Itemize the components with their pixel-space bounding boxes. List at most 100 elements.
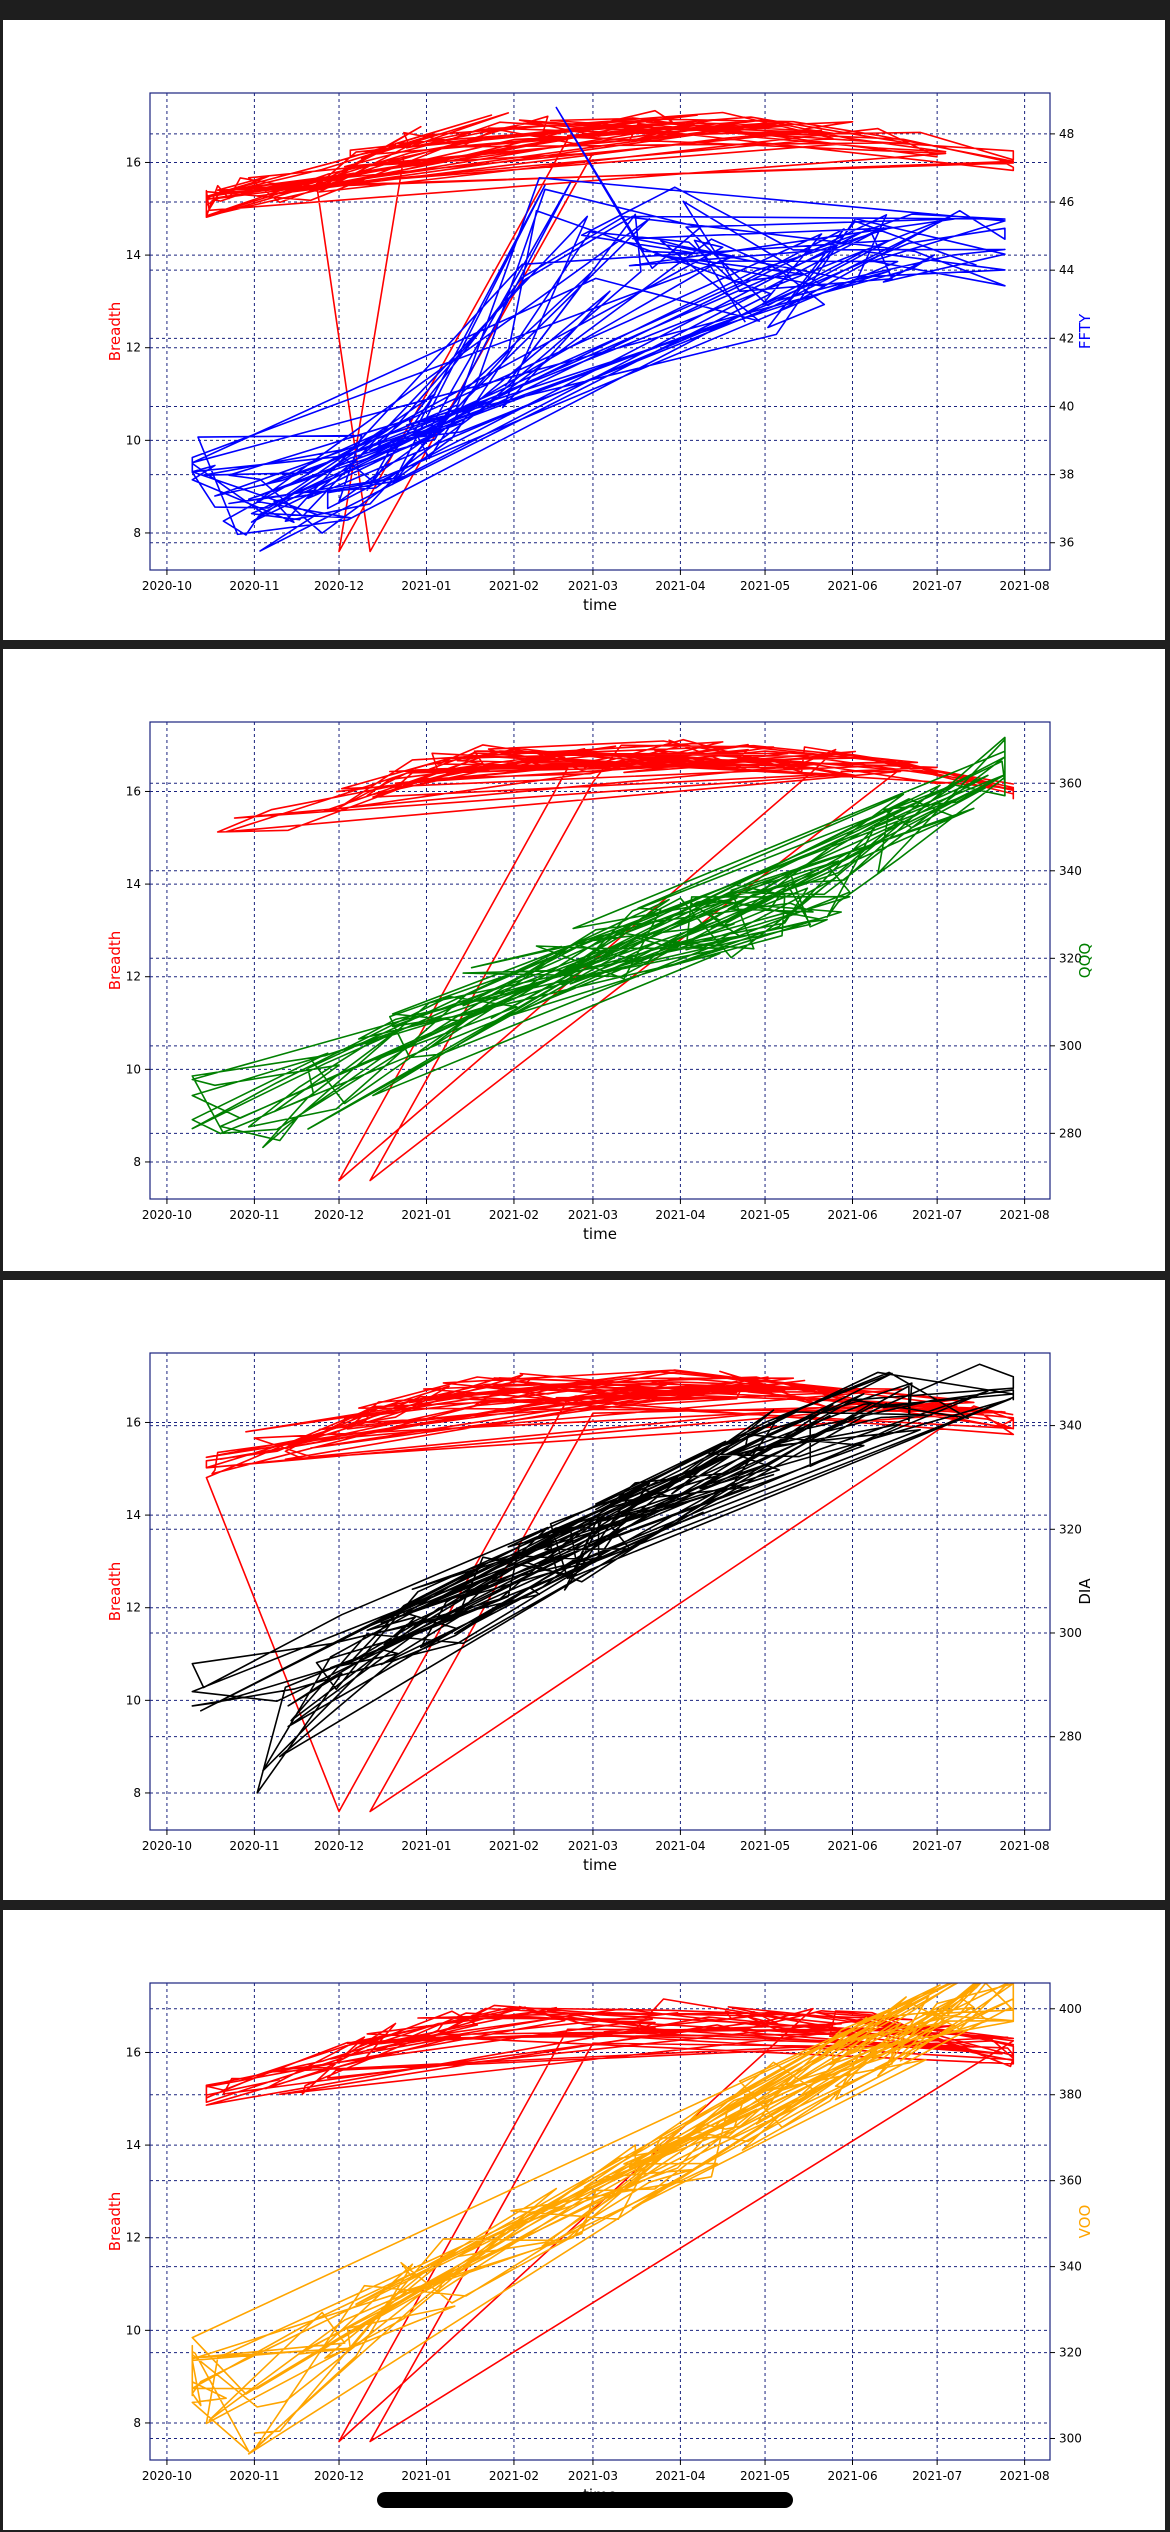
grid bbox=[150, 93, 1050, 570]
right-axis-label: QQQ bbox=[1076, 943, 1094, 978]
x-tick-label: 2021-06 bbox=[827, 2469, 877, 2483]
y-tick-label: 8 bbox=[133, 1786, 141, 1800]
y-tick-label: 10 bbox=[126, 2323, 141, 2337]
y2-tick-label: 300 bbox=[1059, 1626, 1082, 1640]
series-line-ffty bbox=[191, 106, 1006, 552]
chart-svg: 2020-10 2020-11 2020-12 2021-01 2021-02 2021-… bbox=[106, 1982, 1094, 2504]
x-tick-label: 2021-01 bbox=[401, 2469, 451, 2483]
y-tick-label: 14 bbox=[126, 877, 141, 891]
y2-tick-label: 280 bbox=[1059, 1126, 1082, 1140]
y2-tick-label: 320 bbox=[1059, 2346, 1082, 2360]
plot-frame bbox=[149, 1352, 1051, 1831]
y2-tick-label: 320 bbox=[1059, 1522, 1082, 1536]
x-tick-label: 2021-07 bbox=[912, 1839, 962, 1853]
y2-tick-label: 300 bbox=[1059, 2432, 1082, 2446]
y-tick-label: 10 bbox=[126, 1062, 141, 1076]
x-axis-label: time bbox=[583, 1225, 617, 1243]
left-axis: 8 10 12 14 16 bbox=[126, 784, 150, 1169]
x-tick-label: 2021-05 bbox=[740, 1208, 790, 1222]
y-tick-label: 16 bbox=[126, 784, 141, 798]
x-tick-label: 2020-11 bbox=[229, 579, 279, 593]
right-axis: 36 38 40 42 44 46 48 bbox=[1050, 127, 1074, 550]
y-tick-label: 10 bbox=[126, 433, 141, 447]
y2-tick-label: 40 bbox=[1059, 399, 1074, 413]
series-group bbox=[191, 106, 1015, 553]
right-axis: 280 300 320 340 360 bbox=[1050, 776, 1082, 1140]
y-tick-label: 8 bbox=[133, 1155, 141, 1169]
y2-tick-label: 36 bbox=[1059, 536, 1074, 550]
left-axis-label: Breadth bbox=[106, 302, 124, 361]
x-tick-label: 2021-06 bbox=[827, 579, 877, 593]
x-tick-label: 2020-10 bbox=[142, 579, 192, 593]
y-tick-label: 14 bbox=[126, 2138, 141, 2152]
y2-tick-label: 360 bbox=[1059, 776, 1082, 790]
left-axis-label: Breadth bbox=[106, 931, 124, 990]
y2-tick-label: 340 bbox=[1059, 1419, 1082, 1433]
x-tick-label: 2021-01 bbox=[401, 1839, 451, 1853]
x-tick-label: 2021-05 bbox=[740, 1839, 790, 1853]
x-tick-label: 2021-07 bbox=[912, 2469, 962, 2483]
x-tick-label: 2020-12 bbox=[314, 1208, 364, 1222]
series-group bbox=[191, 1363, 1015, 1813]
y2-tick-label: 340 bbox=[1059, 864, 1082, 878]
x-tick-label: 2021-03 bbox=[568, 579, 618, 593]
y2-tick-label: 300 bbox=[1059, 1039, 1082, 1053]
y2-tick-label: 44 bbox=[1059, 263, 1074, 277]
y-tick-label: 16 bbox=[126, 155, 141, 169]
x-tick-label: 2021-04 bbox=[655, 1208, 705, 1222]
x-tick-label: 2021-04 bbox=[655, 579, 705, 593]
x-tick-label: 2021-06 bbox=[827, 1839, 877, 1853]
y-tick-label: 12 bbox=[126, 970, 141, 984]
x-tick-label: 2021-03 bbox=[568, 1208, 618, 1222]
y2-tick-label: 400 bbox=[1059, 2002, 1082, 2016]
x-axis: 2020-10 2020-11 2020-12 2021-01 2021-02 2021-… bbox=[142, 2460, 1050, 2483]
series-line-dia bbox=[191, 1363, 1015, 1794]
y2-tick-label: 48 bbox=[1059, 127, 1074, 141]
y-tick-label: 12 bbox=[126, 1601, 141, 1615]
plot-frame bbox=[149, 721, 1051, 1200]
y-tick-label: 12 bbox=[126, 341, 141, 355]
right-axis: 280 300 320 340 bbox=[1050, 1419, 1082, 1744]
chart-panel-qqq: 2020-10 2020-11 2020-12 2021-01 2021-02 2021-… bbox=[3, 649, 1165, 1271]
y2-tick-label: 340 bbox=[1059, 2260, 1082, 2274]
x-tick-label: 2021-07 bbox=[912, 1208, 962, 1222]
y-tick-label: 10 bbox=[126, 1693, 141, 1707]
chart-panel-dia: 2020-10 2020-11 2020-12 2021-01 2021-02 2021-… bbox=[3, 1280, 1165, 1900]
x-tick-label: 2020-11 bbox=[229, 1208, 279, 1222]
chart-panel-voo: 2020-10 2020-11 2020-12 2021-01 2021-02 2021-… bbox=[3, 1910, 1165, 2530]
series-group bbox=[191, 1983, 1015, 2455]
series-line-qqq bbox=[191, 736, 1006, 1149]
x-tick-label: 2021-06 bbox=[827, 1208, 877, 1222]
y2-tick-label: 320 bbox=[1059, 951, 1082, 965]
y2-tick-label: 38 bbox=[1059, 468, 1074, 482]
chart-svg: 2020-10 2020-11 2020-12 2021-01 2021-02 2021-… bbox=[106, 721, 1094, 1243]
x-tick-label: 2021-02 bbox=[489, 579, 539, 593]
x-tick-label: 2021-07 bbox=[912, 579, 962, 593]
y-tick-label: 16 bbox=[126, 2045, 141, 2059]
x-tick-label: 2020-12 bbox=[314, 1839, 364, 1853]
x-tick-label: 2021-01 bbox=[401, 1208, 451, 1222]
y-tick-label: 12 bbox=[126, 2231, 141, 2245]
left-axis: 8 10 12 14 16 bbox=[126, 155, 150, 540]
x-tick-label: 2020-12 bbox=[314, 579, 364, 593]
y-tick-label: 14 bbox=[126, 248, 141, 262]
series-line-breadth bbox=[205, 1369, 1015, 1813]
left-axis-label: Breadth bbox=[106, 1562, 124, 1621]
x-tick-label: 2021-02 bbox=[489, 2469, 539, 2483]
home-indicator bbox=[377, 2492, 793, 2508]
x-tick-label: 2021-02 bbox=[489, 1208, 539, 1222]
series-line-breadth bbox=[205, 1998, 1015, 2443]
x-axis-label: time bbox=[583, 1856, 617, 1874]
x-tick-label: 2020-11 bbox=[229, 2469, 279, 2483]
x-tick-label: 2021-05 bbox=[740, 2469, 790, 2483]
chart-panel-ffty: 2020-10 2020-11 2020-12 2021-01 2021-02 2021-… bbox=[3, 20, 1165, 640]
x-tick-label: 2020-10 bbox=[142, 1839, 192, 1853]
y-tick-label: 14 bbox=[126, 1508, 141, 1522]
x-tick-label: 2021-02 bbox=[489, 1839, 539, 1853]
x-axis: 2020-10 2020-11 2020-12 2021-01 2021-02 2021-… bbox=[142, 1199, 1050, 1222]
y-tick-label: 8 bbox=[133, 526, 141, 540]
series-group bbox=[191, 736, 1015, 1182]
y2-tick-label: 46 bbox=[1059, 195, 1074, 209]
series-line-voo bbox=[191, 1983, 1015, 2455]
x-tick-label: 2021-08 bbox=[1000, 579, 1050, 593]
